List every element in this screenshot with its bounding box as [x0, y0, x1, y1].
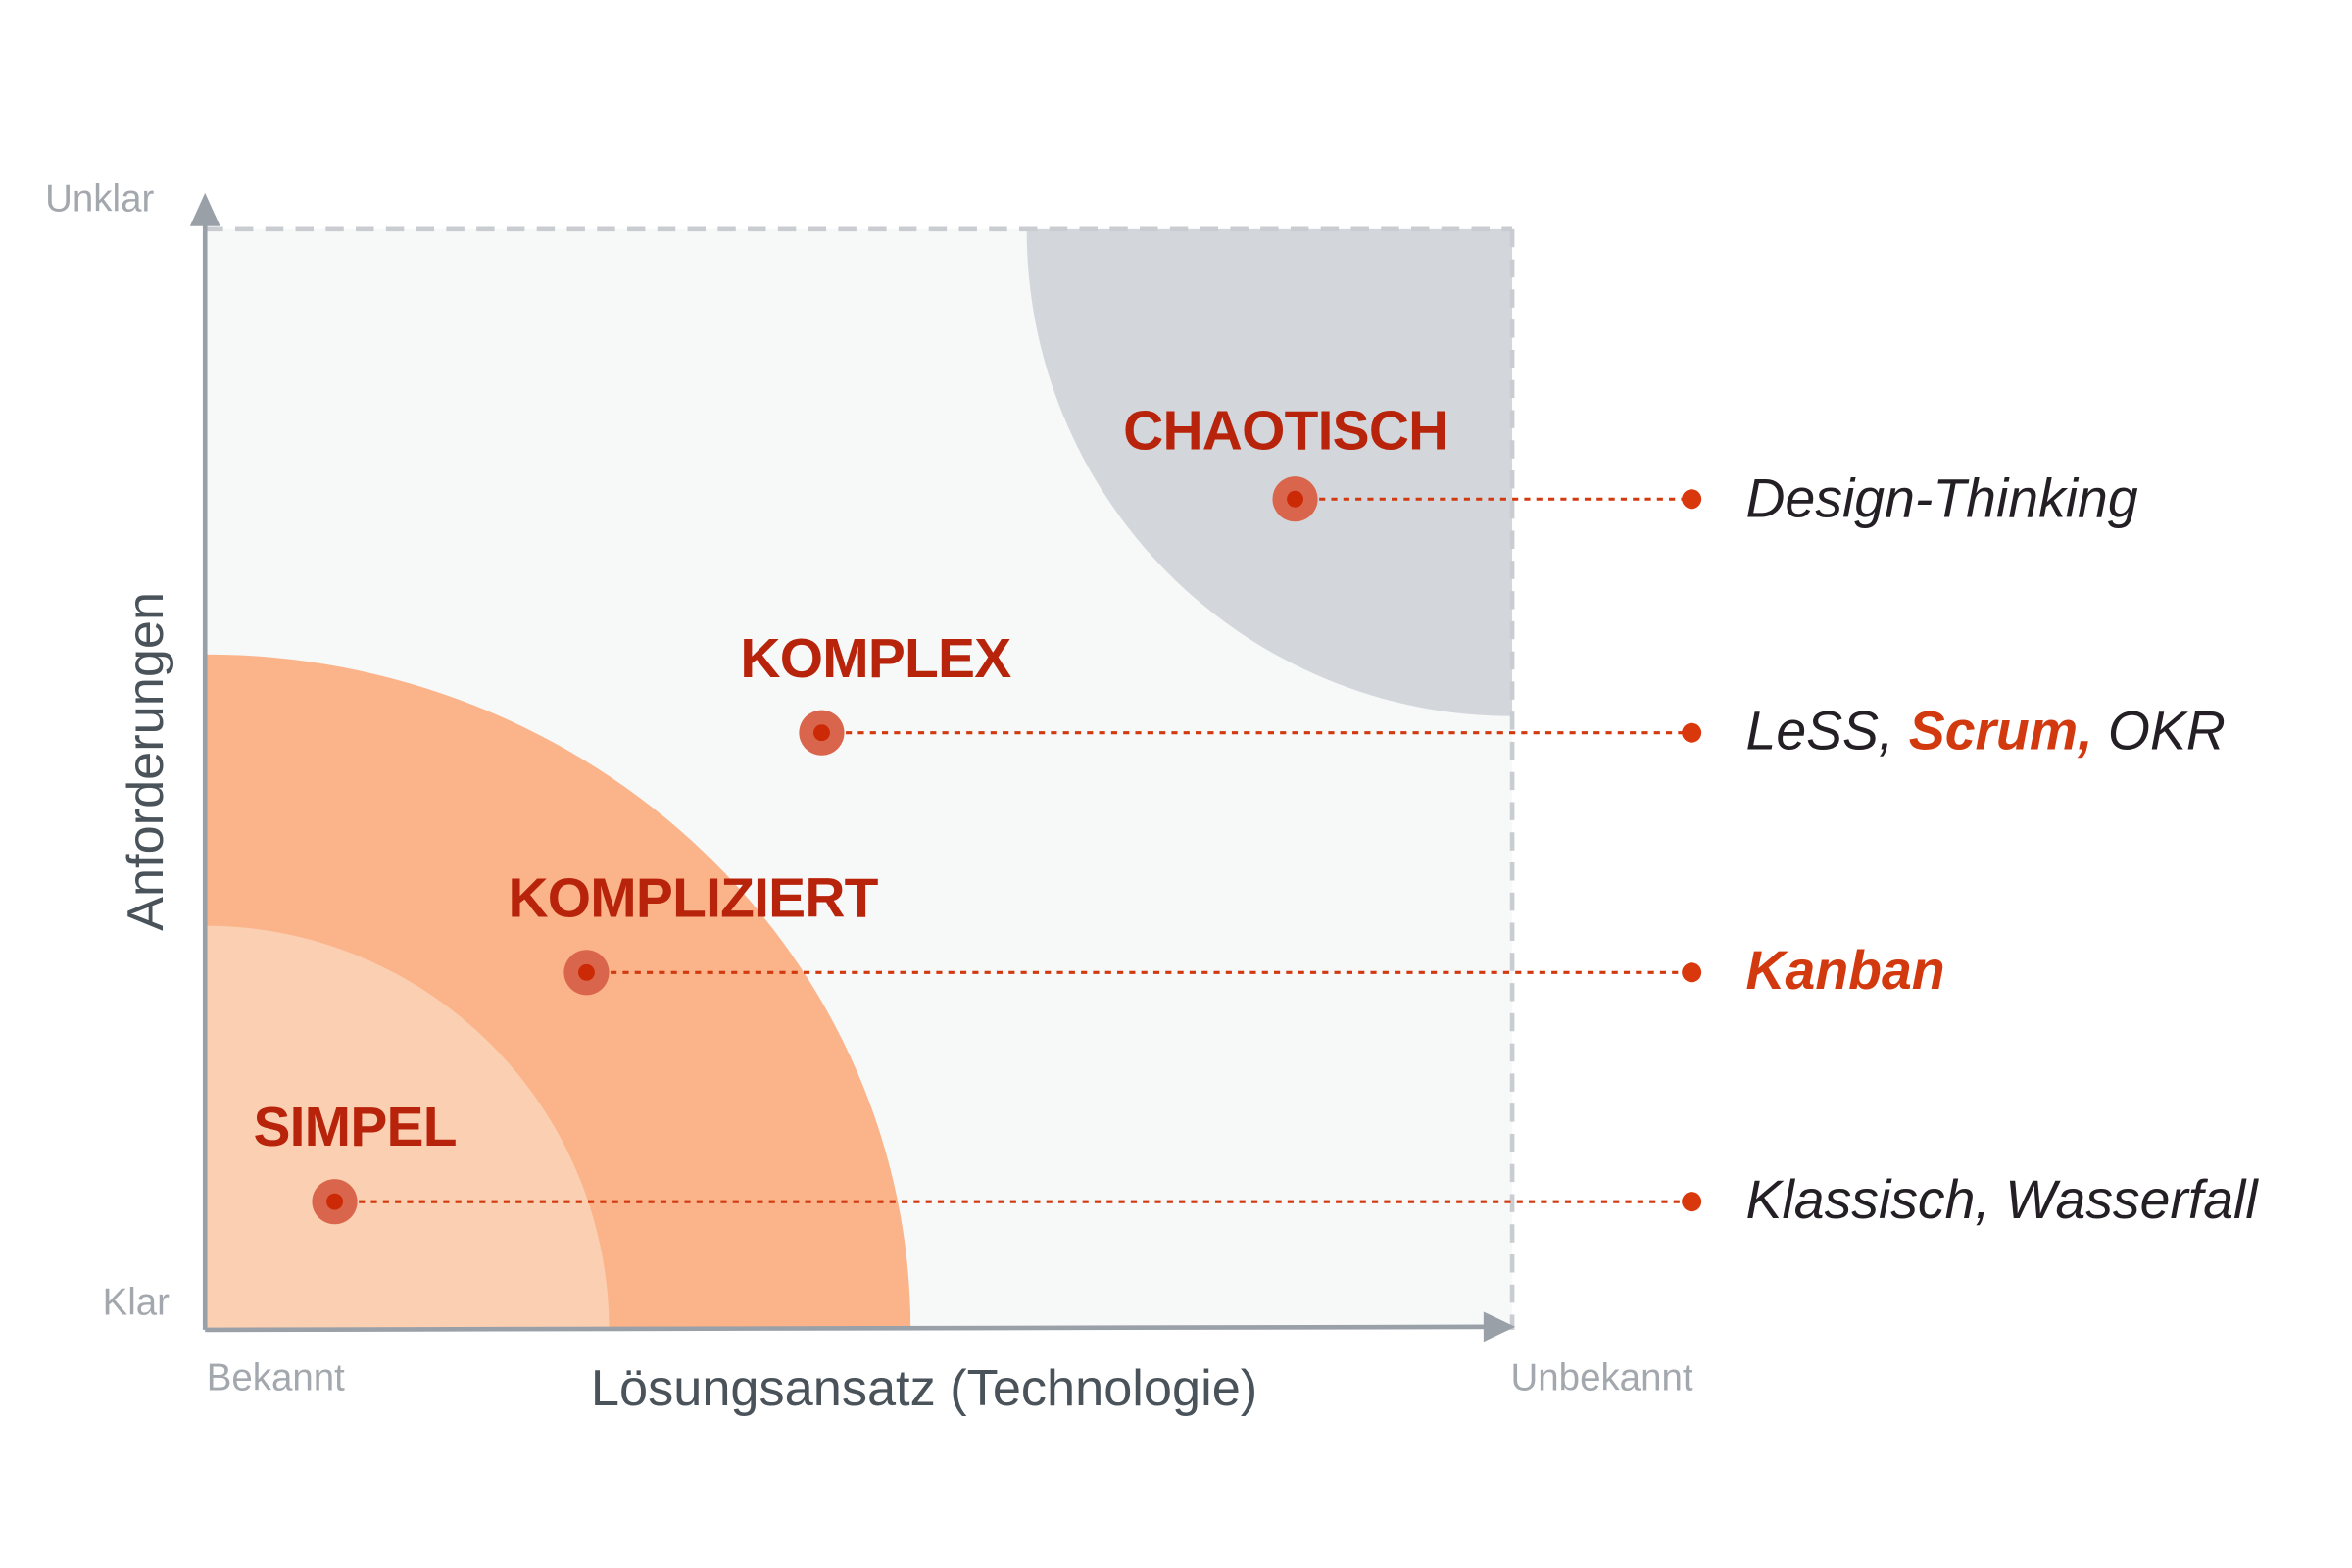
complex-end-dot	[1682, 722, 1702, 743]
domain-label-chaotic: CHAOTISCH	[1123, 399, 1447, 462]
complicated-point	[578, 963, 595, 981]
x-axis-low-label: Bekannt	[207, 1356, 345, 1398]
complicated-connector	[564, 950, 1702, 996]
chaotic-zone	[1026, 228, 1513, 716]
complex-connector	[799, 710, 1702, 756]
simple-zone	[205, 925, 610, 1330]
method-label-complicated: Kanban	[1746, 940, 1945, 1001]
method-label-chaotic: Design-Thinking	[1746, 468, 2138, 529]
x-axis-high-label: Unbekannt	[1511, 1356, 1693, 1398]
simple-end-dot	[1682, 1192, 1702, 1212]
chaotic-connector	[1272, 476, 1702, 522]
y-axis-title: Anforderungen	[118, 592, 174, 931]
domain-label-complex: KOMPLEX	[740, 627, 1011, 690]
method-label-complex: LeSS, Scrum, OKR	[1746, 701, 2226, 761]
complicated-end-dot	[1682, 962, 1702, 983]
domain-label-simple: SIMPEL	[253, 1096, 456, 1158]
y-axis-low-label: Klar	[103, 1282, 171, 1324]
y-axis-high-label: Unklar	[45, 177, 154, 220]
chaotic-point	[1287, 490, 1303, 508]
simple-connector	[312, 1179, 1702, 1225]
y-axis-arrow-icon	[189, 192, 220, 226]
complex-point	[813, 724, 830, 742]
domain-label-complicated: KOMPLIZIERT	[508, 866, 878, 929]
x-axis-arrow-icon	[1483, 1311, 1516, 1343]
simple-point	[326, 1193, 343, 1210]
x-axis-line	[205, 1324, 1491, 1333]
x-axis-title: Lösungsansatz (Technologie)	[591, 1360, 1257, 1417]
chaotic-end-dot	[1682, 489, 1702, 510]
method-label-simple: Klassisch, Wasserfall	[1746, 1169, 2260, 1230]
